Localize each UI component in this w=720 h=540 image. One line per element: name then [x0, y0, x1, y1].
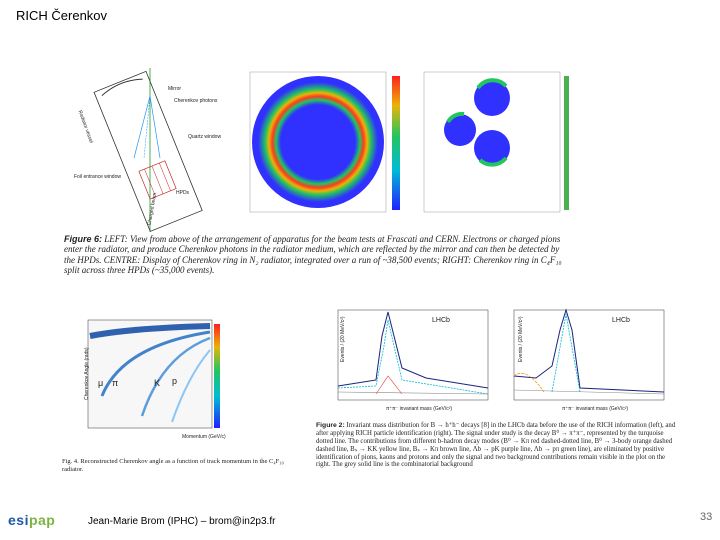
figure2-caption: Figure 2: Invariant mass distribution fo…	[316, 422, 680, 469]
vessel-label: Radiator vessel	[77, 110, 94, 144]
momentum-xlabel: Momentum (GeV/c)	[182, 434, 226, 440]
mass-right-xlabel: π⁺π⁻ invariant mass (GeV/c²)	[562, 406, 628, 412]
mass-plot-before-rich: LHCb Events / (20 MeV/c²) π⁺π⁻ invariant…	[316, 306, 496, 414]
lhcb-label-right: LHCb	[612, 317, 630, 324]
particle-k: K	[154, 378, 160, 388]
angle-ylabel: Cherenkov Angle (rads)	[84, 347, 90, 400]
figure2-caption-text: Invariant mass distribution for B → h⁺h⁻…	[316, 422, 676, 469]
figure6-caption: Figure 6: LEFT: View from above of the a…	[64, 234, 564, 276]
footer-author: Jean-Marie Brom (IPHC) – brom@in2p3.fr	[88, 516, 276, 527]
beam-label: Charged beam	[147, 192, 159, 226]
lhcb-label-left: LHCb	[432, 317, 450, 324]
cherenkov-angle-plot: μ π K p Cherenkov Angle (rads) Momentum …	[62, 316, 236, 442]
mass-left-xlabel: π⁺π⁻ invariant mass (GeV/c²)	[386, 406, 452, 412]
page-number: 33	[700, 511, 713, 523]
page-title: RICH Čerenkov	[16, 8, 108, 23]
figure6-caption-text: LEFT: View from above of the arrangement…	[64, 234, 562, 276]
fig4-caption: Fig. 4. Reconstructed Cherenkov angle as…	[62, 458, 284, 473]
photons-label: Cherenkov photons	[174, 98, 218, 104]
mass-plot-after-rich: LHCb Events / (20 MeV/c²) π⁺π⁻ invariant…	[496, 306, 678, 414]
esipap-logo: esipap	[8, 512, 55, 528]
particle-pi: π	[112, 378, 118, 388]
mass-right-ylabel: Events / (20 MeV/c²)	[518, 316, 524, 362]
foil-label: Foil entrance window	[74, 174, 121, 180]
hpds-label: HPDs	[176, 190, 190, 196]
particle-p: p	[172, 376, 177, 386]
logo-main: esi	[8, 512, 29, 528]
quartz-label: Quartz window	[188, 134, 221, 140]
figure2-caption-label: Figure 2:	[316, 422, 345, 429]
mirror-label: Mirror	[168, 86, 181, 92]
figure6-caption-label: Figure 6:	[64, 234, 103, 244]
ring-display-c4f10	[420, 70, 570, 220]
particle-mu: μ	[98, 378, 103, 388]
ring-display-n2	[240, 70, 412, 220]
mass-left-ylabel: Events / (20 MeV/c²)	[340, 316, 346, 362]
logo-accent: pap	[28, 512, 56, 528]
apparatus-diagram: Mirror Cherenkov photons Quartz window R…	[64, 66, 236, 234]
